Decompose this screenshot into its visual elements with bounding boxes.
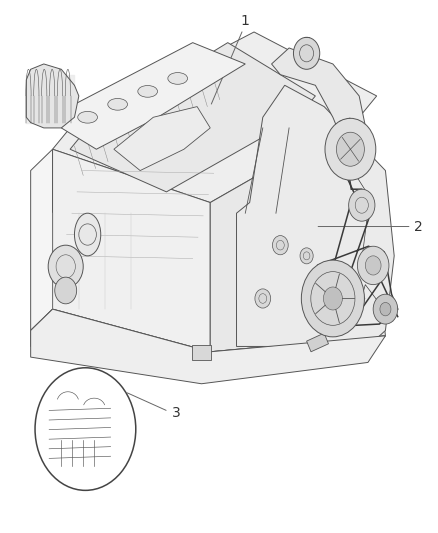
Ellipse shape — [74, 213, 101, 256]
Circle shape — [325, 118, 376, 180]
Polygon shape — [272, 48, 368, 160]
Circle shape — [300, 248, 313, 264]
Circle shape — [48, 245, 83, 288]
Text: 3: 3 — [172, 406, 180, 420]
Circle shape — [293, 37, 320, 69]
Polygon shape — [53, 32, 377, 203]
Circle shape — [323, 287, 343, 310]
Ellipse shape — [168, 72, 187, 84]
Circle shape — [373, 294, 398, 324]
Circle shape — [55, 277, 77, 304]
Polygon shape — [61, 43, 245, 149]
Circle shape — [357, 246, 389, 285]
Ellipse shape — [108, 99, 127, 110]
Text: 2: 2 — [414, 220, 423, 233]
Polygon shape — [70, 43, 315, 192]
Circle shape — [349, 189, 375, 221]
Polygon shape — [114, 107, 210, 171]
Circle shape — [380, 302, 391, 316]
Polygon shape — [192, 345, 211, 360]
Polygon shape — [210, 117, 385, 352]
Circle shape — [336, 132, 364, 166]
Polygon shape — [31, 149, 53, 330]
Polygon shape — [307, 333, 328, 352]
Circle shape — [272, 236, 288, 255]
Circle shape — [301, 260, 364, 337]
Circle shape — [365, 256, 381, 275]
Polygon shape — [31, 309, 385, 384]
Polygon shape — [31, 309, 385, 373]
Circle shape — [255, 289, 271, 308]
Polygon shape — [237, 85, 394, 346]
Circle shape — [35, 368, 136, 490]
Polygon shape — [53, 149, 210, 352]
Text: 1: 1 — [240, 14, 249, 28]
Polygon shape — [26, 64, 79, 128]
Ellipse shape — [138, 85, 158, 97]
Ellipse shape — [78, 111, 97, 123]
